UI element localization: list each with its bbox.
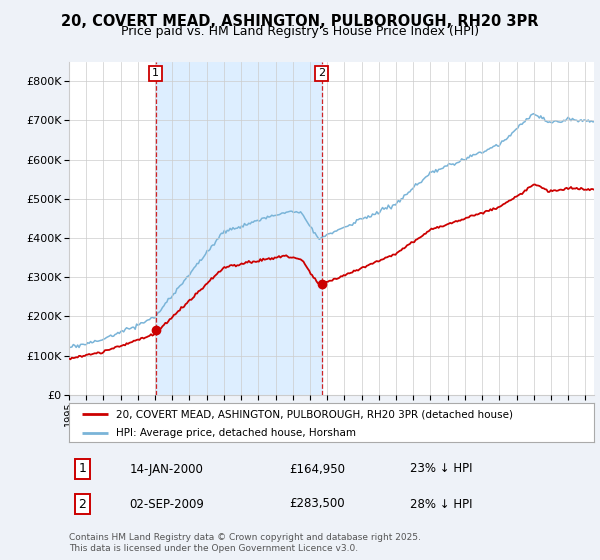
Text: 28% ↓ HPI: 28% ↓ HPI xyxy=(410,497,473,511)
Text: HPI: Average price, detached house, Horsham: HPI: Average price, detached house, Hors… xyxy=(116,428,356,437)
Text: 20, COVERT MEAD, ASHINGTON, PULBOROUGH, RH20 3PR: 20, COVERT MEAD, ASHINGTON, PULBOROUGH, … xyxy=(61,14,539,29)
Bar xyxy=(156,62,322,395)
Text: £283,500: £283,500 xyxy=(290,497,345,511)
Text: 1: 1 xyxy=(152,68,159,78)
Text: 23% ↓ HPI: 23% ↓ HPI xyxy=(410,463,473,475)
Text: £164,950: £164,950 xyxy=(290,463,346,475)
Text: 02-SEP-2009: 02-SEP-2009 xyxy=(130,497,204,511)
Text: 20, COVERT MEAD, ASHINGTON, PULBOROUGH, RH20 3PR (detached house): 20, COVERT MEAD, ASHINGTON, PULBOROUGH, … xyxy=(116,409,513,419)
Text: Price paid vs. HM Land Registry's House Price Index (HPI): Price paid vs. HM Land Registry's House … xyxy=(121,25,479,38)
Text: Contains HM Land Registry data © Crown copyright and database right 2025.
This d: Contains HM Land Registry data © Crown c… xyxy=(69,533,421,553)
Text: 1: 1 xyxy=(78,463,86,475)
Text: 14-JAN-2000: 14-JAN-2000 xyxy=(130,463,203,475)
Text: 2: 2 xyxy=(318,68,325,78)
Text: 2: 2 xyxy=(78,497,86,511)
